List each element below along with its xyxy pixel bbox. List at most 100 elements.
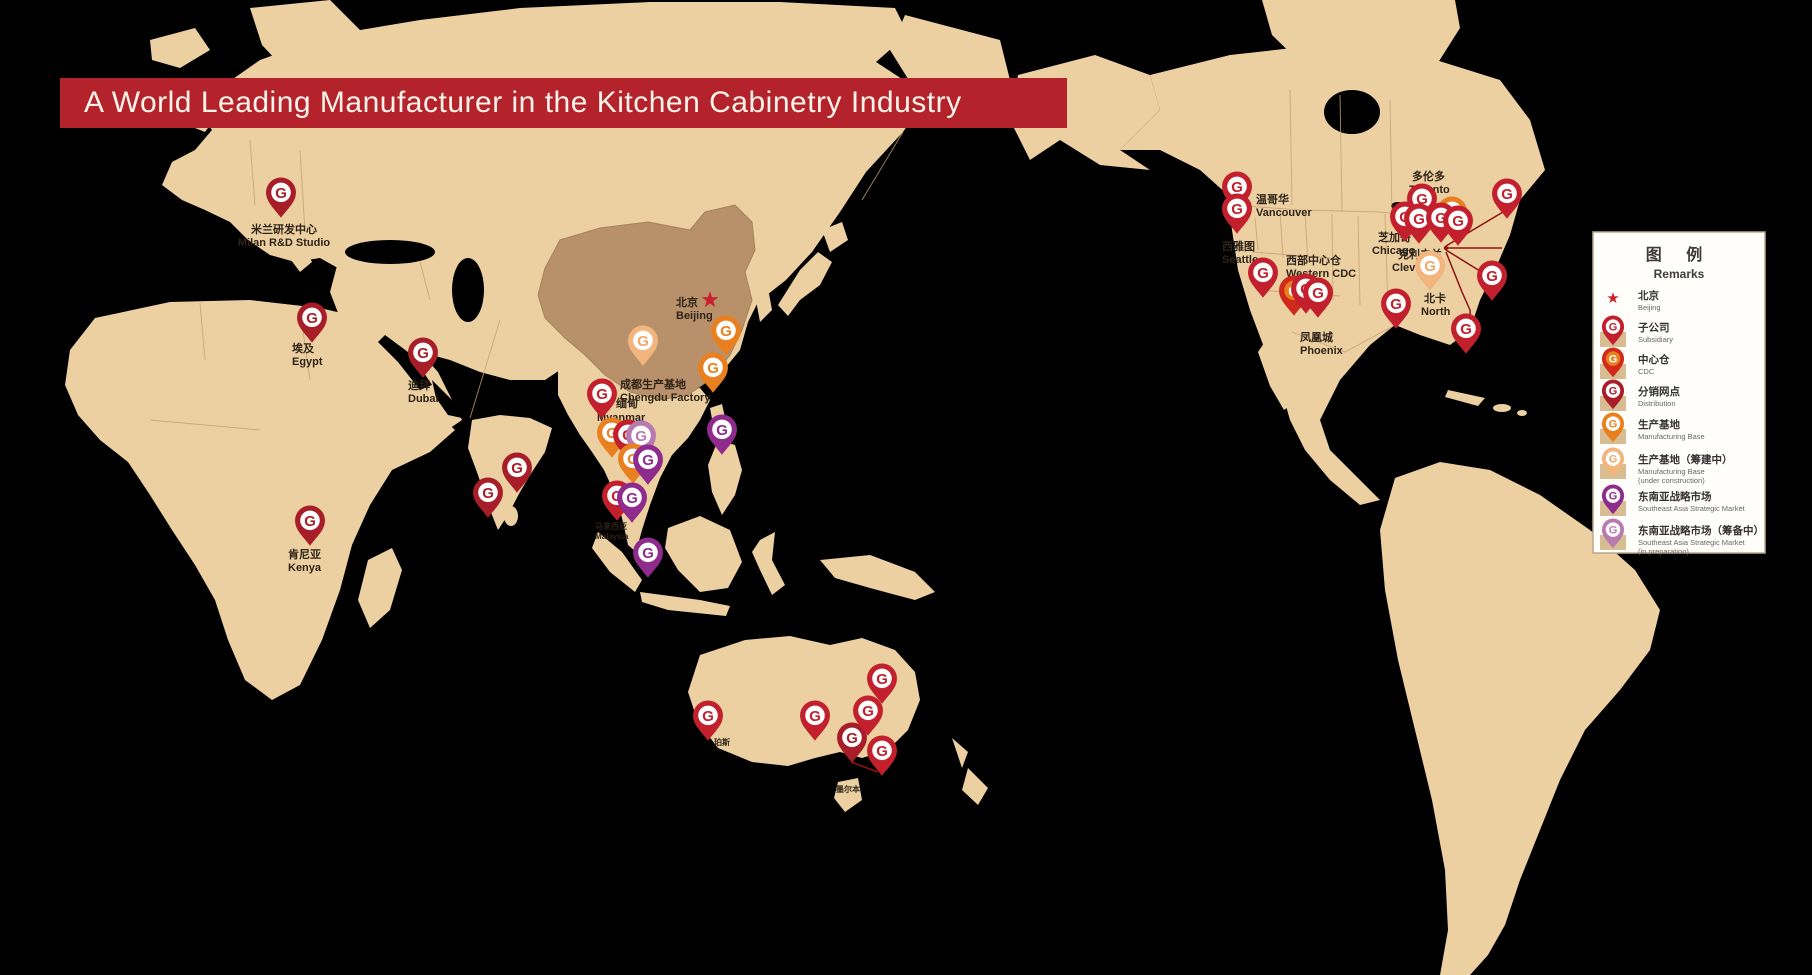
svg-text:G: G (1609, 322, 1618, 334)
map-label: 缅甸 (616, 396, 638, 410)
legend-label-zh: 东南亚战略市场 (1638, 490, 1712, 503)
svg-text:G: G (304, 513, 316, 530)
map-label: 墨尔本 (836, 784, 860, 794)
map-pin-subsidiary: G (867, 663, 897, 704)
landmass-iceland (150, 28, 210, 68)
legend-label-en: Beijing (1638, 303, 1661, 312)
svg-text:G: G (1609, 386, 1618, 398)
svg-text:G: G (702, 708, 714, 725)
legend-label-en2: (in preparation) (1638, 547, 1689, 556)
map-label: Dubai (408, 393, 439, 405)
landmass-hispaniola (1493, 404, 1511, 412)
landmass-cuba (1445, 390, 1485, 406)
map-pin-se_market: G (1601, 484, 1625, 515)
svg-text:G: G (1231, 179, 1243, 196)
landmass-tasmania (834, 778, 862, 812)
svg-text:G: G (1416, 191, 1428, 208)
svg-text:G: G (876, 671, 888, 688)
landmass-italy (272, 218, 312, 272)
svg-text:G: G (1609, 454, 1618, 466)
legend-label-zh: 北京 (1638, 289, 1660, 302)
map-pin-subsidiary: G (1404, 203, 1434, 244)
legend-label-zh: 生产基地（筹建中） (1638, 453, 1733, 466)
legend-label-en2: (under construction) (1638, 476, 1705, 485)
legend-item: G 东南亚战略市场（筹备中）Southeast Asia Strategic Ma… (1600, 518, 1764, 556)
map-label: 米兰研发中心 (250, 222, 317, 236)
map-pin-distribution: G (408, 337, 438, 378)
legend-label-zh: 子公司 (1638, 322, 1670, 334)
persian-gulf (432, 380, 462, 418)
map-pin-manufacturing: G (711, 315, 741, 356)
landmass-south-america (1380, 462, 1660, 975)
svg-text:G: G (1609, 419, 1618, 431)
svg-text:G: G (642, 545, 654, 562)
legend-label-en: Distribution (1638, 399, 1676, 408)
legend-label-en: Subsidiary (1638, 335, 1673, 344)
legend-title-en: Remarks (1654, 267, 1705, 281)
legend-star-icon: ★ (1606, 290, 1619, 307)
svg-text:G: G (1413, 211, 1425, 228)
svg-text:G: G (1452, 213, 1464, 230)
landmass-new-zealand-south (962, 768, 988, 805)
svg-text:G: G (306, 310, 318, 327)
svg-text:G: G (1609, 354, 1618, 366)
map-pin-distribution: G (295, 505, 325, 546)
map-pin-subsidiary: G (587, 378, 617, 419)
svg-text:G: G (1486, 268, 1498, 285)
svg-text:G: G (626, 490, 638, 507)
map-pin-distribution: G (837, 722, 867, 763)
landmass-madagascar (358, 548, 402, 628)
map-pin-mfg_uc: G (628, 325, 658, 366)
map-pin-distribution: G (266, 177, 296, 218)
legend-label-zh: 生产基地 (1638, 418, 1680, 431)
svg-text:G: G (611, 488, 623, 505)
landmass-new-zealand-north (952, 738, 968, 768)
map-pin-subsidiary: G (1222, 193, 1252, 234)
svg-text:G: G (482, 485, 494, 502)
map-pins-layer: GGGGGGGGGGGGGGGGGGGGGGGGGGGGGGGGGGGGGGGG… (266, 171, 1522, 776)
svg-text:G: G (627, 451, 639, 468)
map-pin-subsidiary: G (1303, 277, 1333, 318)
landmass-borneo (665, 516, 742, 592)
map-label: Phoenix (1300, 345, 1344, 357)
landmass-korea (755, 288, 772, 322)
beijing-label-zh: 北京 (676, 295, 698, 309)
map-pin-se_market_prep: G (1601, 518, 1625, 549)
landmass-java (640, 592, 730, 616)
map-pin-distribution: G (297, 302, 327, 343)
route-hub-dot (1443, 245, 1449, 251)
map-label: 迪拜 (408, 378, 430, 392)
legend-title-zh: 图 例 (1646, 245, 1712, 264)
map-label: 珀斯 (714, 737, 730, 747)
svg-text:G: G (1257, 265, 1269, 282)
red-sea (378, 335, 432, 390)
map-pin-distribution: G (473, 477, 503, 518)
svg-text:G: G (1390, 296, 1402, 313)
svg-text:G: G (720, 323, 732, 340)
landmass-philippines (708, 440, 742, 515)
landmass-sulawesi (752, 532, 785, 595)
map-pin-subsidiary: G (1248, 257, 1278, 298)
map-label: 成都生产基地 (620, 377, 686, 391)
landmass-japan (778, 252, 832, 316)
headline-banner: A World Leading Manufacturer in the Kitc… (60, 78, 1067, 128)
legend-label-en: Manufacturing Base (1638, 467, 1705, 476)
svg-text:G: G (511, 460, 523, 477)
legend-label-zh: 中心仓 (1638, 353, 1670, 366)
map-label: North (1421, 306, 1451, 318)
svg-text:G: G (637, 333, 649, 350)
map-label: Seattle (1222, 254, 1258, 266)
map-label: Chicago (1372, 245, 1416, 257)
landmass-africa (65, 300, 455, 700)
svg-text:G: G (707, 360, 719, 377)
map-label: 肯尼亚 (288, 547, 321, 561)
legend-item: G 生产基地（筹建中）Manufacturing Base(under const… (1600, 447, 1733, 485)
landmass-hokkaido (822, 222, 848, 252)
legend-label-zh: 东南亚战略市场（筹备中） (1638, 524, 1764, 537)
